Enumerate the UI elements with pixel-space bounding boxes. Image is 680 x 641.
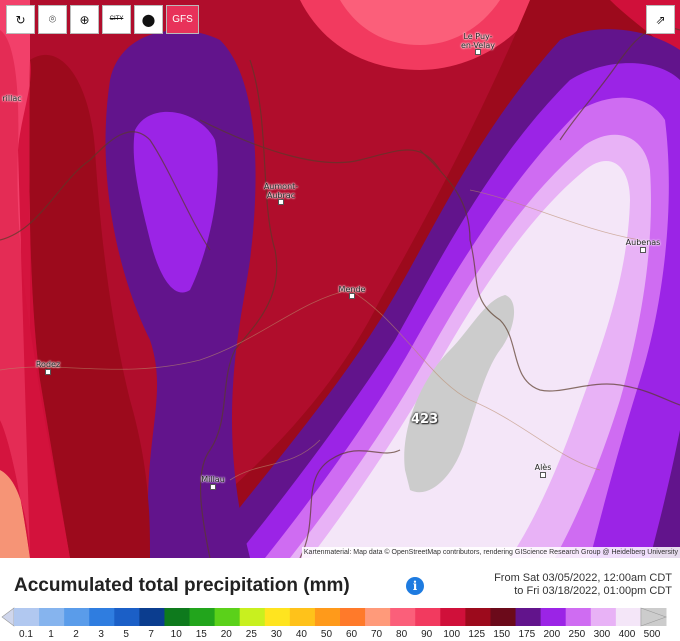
scale-tick-label: 5	[123, 629, 129, 640]
scale-swatch	[164, 608, 191, 626]
refresh-button[interactable]: ↻	[6, 5, 35, 34]
scale-swatch	[289, 608, 316, 626]
refresh-icon: ↻	[15, 12, 26, 27]
zoom-button[interactable]: ⊕	[70, 5, 99, 34]
scale-swatch	[365, 608, 391, 626]
scale-tick-label: 60	[345, 629, 358, 640]
scale-tick-label: 7	[148, 629, 154, 640]
scale-tick-label: 400	[618, 629, 636, 640]
scale-tick-label: 90	[421, 629, 433, 640]
scale-tick-label: 100	[443, 629, 461, 640]
scale-swatch	[390, 608, 416, 626]
share-icon: ⇗	[655, 12, 666, 27]
scale-right-arrow	[640, 607, 667, 627]
balloon-icon: ●	[141, 10, 156, 29]
scale-tick-label: 20	[220, 629, 232, 640]
scale-swatch	[440, 608, 466, 626]
city-marker	[349, 293, 355, 299]
scale-tick-label: 500	[643, 629, 661, 640]
scale-tick-label: 40	[295, 629, 307, 640]
scale-swatch	[465, 608, 491, 626]
scale-swatch	[565, 608, 592, 626]
precipitation-map[interactable]: Le Puy-en-Velay rillac Aumont- Aubrac Men…	[0, 0, 680, 558]
scale-swatch	[39, 608, 65, 626]
max-value-label: 423	[411, 412, 439, 427]
scale-tick-label: 300	[593, 629, 611, 640]
scale-swatch	[214, 608, 241, 626]
scale-tick-label: 150	[493, 629, 511, 640]
scale-tick-label: 175	[518, 629, 536, 640]
scale-tick-label: 200	[543, 629, 561, 640]
color-scale	[1, 607, 667, 627]
time-range-from: From Sat 03/05/2022, 12:00am CDT	[494, 572, 672, 584]
legend-title: Accumulated total precipitation (mm)	[14, 575, 350, 596]
scale-swatch	[264, 608, 291, 626]
scale-left-arrow	[1, 607, 15, 627]
scale-swatch	[540, 608, 567, 626]
city-icon: CITY	[109, 16, 124, 22]
scale-swatch	[615, 608, 642, 626]
city-marker	[210, 484, 216, 490]
scale-swatch	[139, 608, 165, 626]
scale-tick-label: 50	[320, 629, 333, 640]
zoom-icon: ⊕	[79, 12, 90, 27]
city-label-aumont-aubrac: Aumont- Aubrac	[263, 182, 299, 200]
scale-tick-label: 30	[270, 629, 282, 640]
city-label-aurillac: rillac	[2, 94, 22, 103]
precipitation-field	[0, 0, 680, 558]
scale-tick-label: 250	[568, 629, 586, 640]
scale-tick-label: 15	[195, 629, 207, 640]
scale-tick-label: 10	[170, 629, 182, 640]
city-marker	[278, 199, 284, 205]
map-attribution[interactable]: Kartenmaterial: Map data © OpenStreetMap…	[301, 547, 680, 558]
scale-tick-label: 1	[48, 629, 54, 640]
location-button[interactable]: ⌾	[38, 5, 67, 34]
city-marker	[640, 247, 646, 253]
scale-swatch	[114, 608, 140, 626]
city-label-ales: Alès	[534, 463, 552, 472]
city-marker	[45, 369, 51, 375]
scale-swatch	[189, 608, 216, 626]
city-label-millau: Millau	[201, 475, 225, 484]
scale-tick-label: 80	[396, 629, 408, 640]
scale-swatch	[89, 608, 115, 626]
point-button[interactable]: ●	[134, 5, 163, 34]
city-label-le-puy: Le Puy-en-Velay	[460, 32, 496, 50]
scale-swatch	[314, 608, 341, 626]
time-range: From Sat 03/05/2022, 12:00am CDT to Fri …	[494, 572, 672, 598]
scale-swatch	[340, 608, 366, 626]
scale-tick-label: 125	[468, 629, 486, 640]
scale-swatch	[490, 608, 517, 626]
city-label-mende: Mende	[338, 285, 366, 294]
location-pin-icon: ⌾	[48, 12, 57, 26]
scale-swatch	[415, 608, 441, 626]
city-label-aubenas: Aubenas	[625, 238, 661, 247]
city-marker	[540, 472, 546, 478]
map-toolbar: ↻ ⌾ ⊕ CITY ● GFS	[6, 5, 199, 34]
scale-swatch	[64, 608, 90, 626]
time-range-to: to Fri 03/18/2022, 01:00pm CDT	[514, 585, 672, 597]
scale-tick-label: 3	[98, 629, 104, 640]
scale-swatch	[590, 608, 617, 626]
model-button[interactable]: GFS	[166, 5, 199, 34]
scale-tick-label: 25	[245, 629, 257, 640]
info-icon[interactable]: i	[406, 577, 424, 595]
scale-tick-label: 70	[370, 629, 383, 640]
scale-swatch	[239, 608, 266, 626]
city-marker	[475, 49, 481, 55]
city-label-rodez: Rodez	[35, 360, 61, 369]
city-toggle-button[interactable]: CITY	[102, 5, 131, 34]
scale-tick-label: 0.1	[19, 629, 33, 640]
scale-tick-label: 2	[73, 629, 79, 640]
scale-swatch	[515, 608, 542, 626]
share-button[interactable]: ⇗	[646, 5, 675, 34]
scale-swatch	[14, 608, 40, 626]
